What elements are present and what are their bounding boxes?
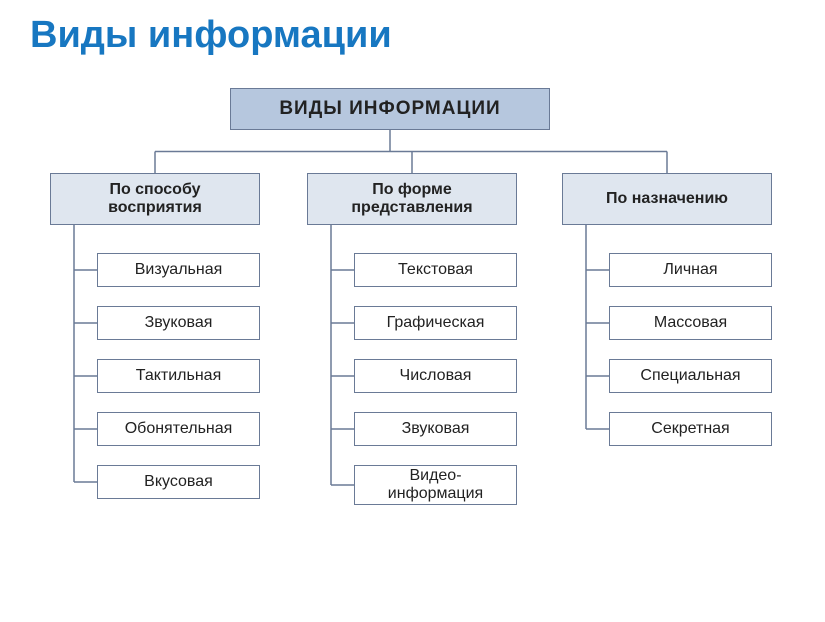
slide-title: Виды информации <box>30 14 392 57</box>
leaf-perception-2: Тактильная <box>97 359 260 393</box>
leaf-perception-1: Звуковая <box>97 306 260 340</box>
category-form: По форме представления <box>307 173 517 225</box>
category-purpose: По назначению <box>562 173 772 225</box>
leaf-form-1: Графическая <box>354 306 517 340</box>
leaf-perception-4: Вкусовая <box>97 465 260 499</box>
leaf-purpose-1: Массовая <box>609 306 772 340</box>
leaf-form-2: Числовая <box>354 359 517 393</box>
leaf-purpose-3: Секретная <box>609 412 772 446</box>
leaf-form-3: Звуковая <box>354 412 517 446</box>
leaf-perception-3: Обонятельная <box>97 412 260 446</box>
category-perception: По способу восприятия <box>50 173 260 225</box>
org-chart: ВИДЫ ИНФОРМАЦИИ По способу восприятия Визу… <box>0 78 825 608</box>
leaf-purpose-0: Личная <box>609 253 772 287</box>
leaf-purpose-2: Специальная <box>609 359 772 393</box>
leaf-perception-0: Визуальная <box>97 253 260 287</box>
root-node: ВИДЫ ИНФОРМАЦИИ <box>230 88 550 130</box>
leaf-form-4: Видео- информация <box>354 465 517 505</box>
connector-lines <box>0 78 825 608</box>
leaf-form-0: Текстовая <box>354 253 517 287</box>
